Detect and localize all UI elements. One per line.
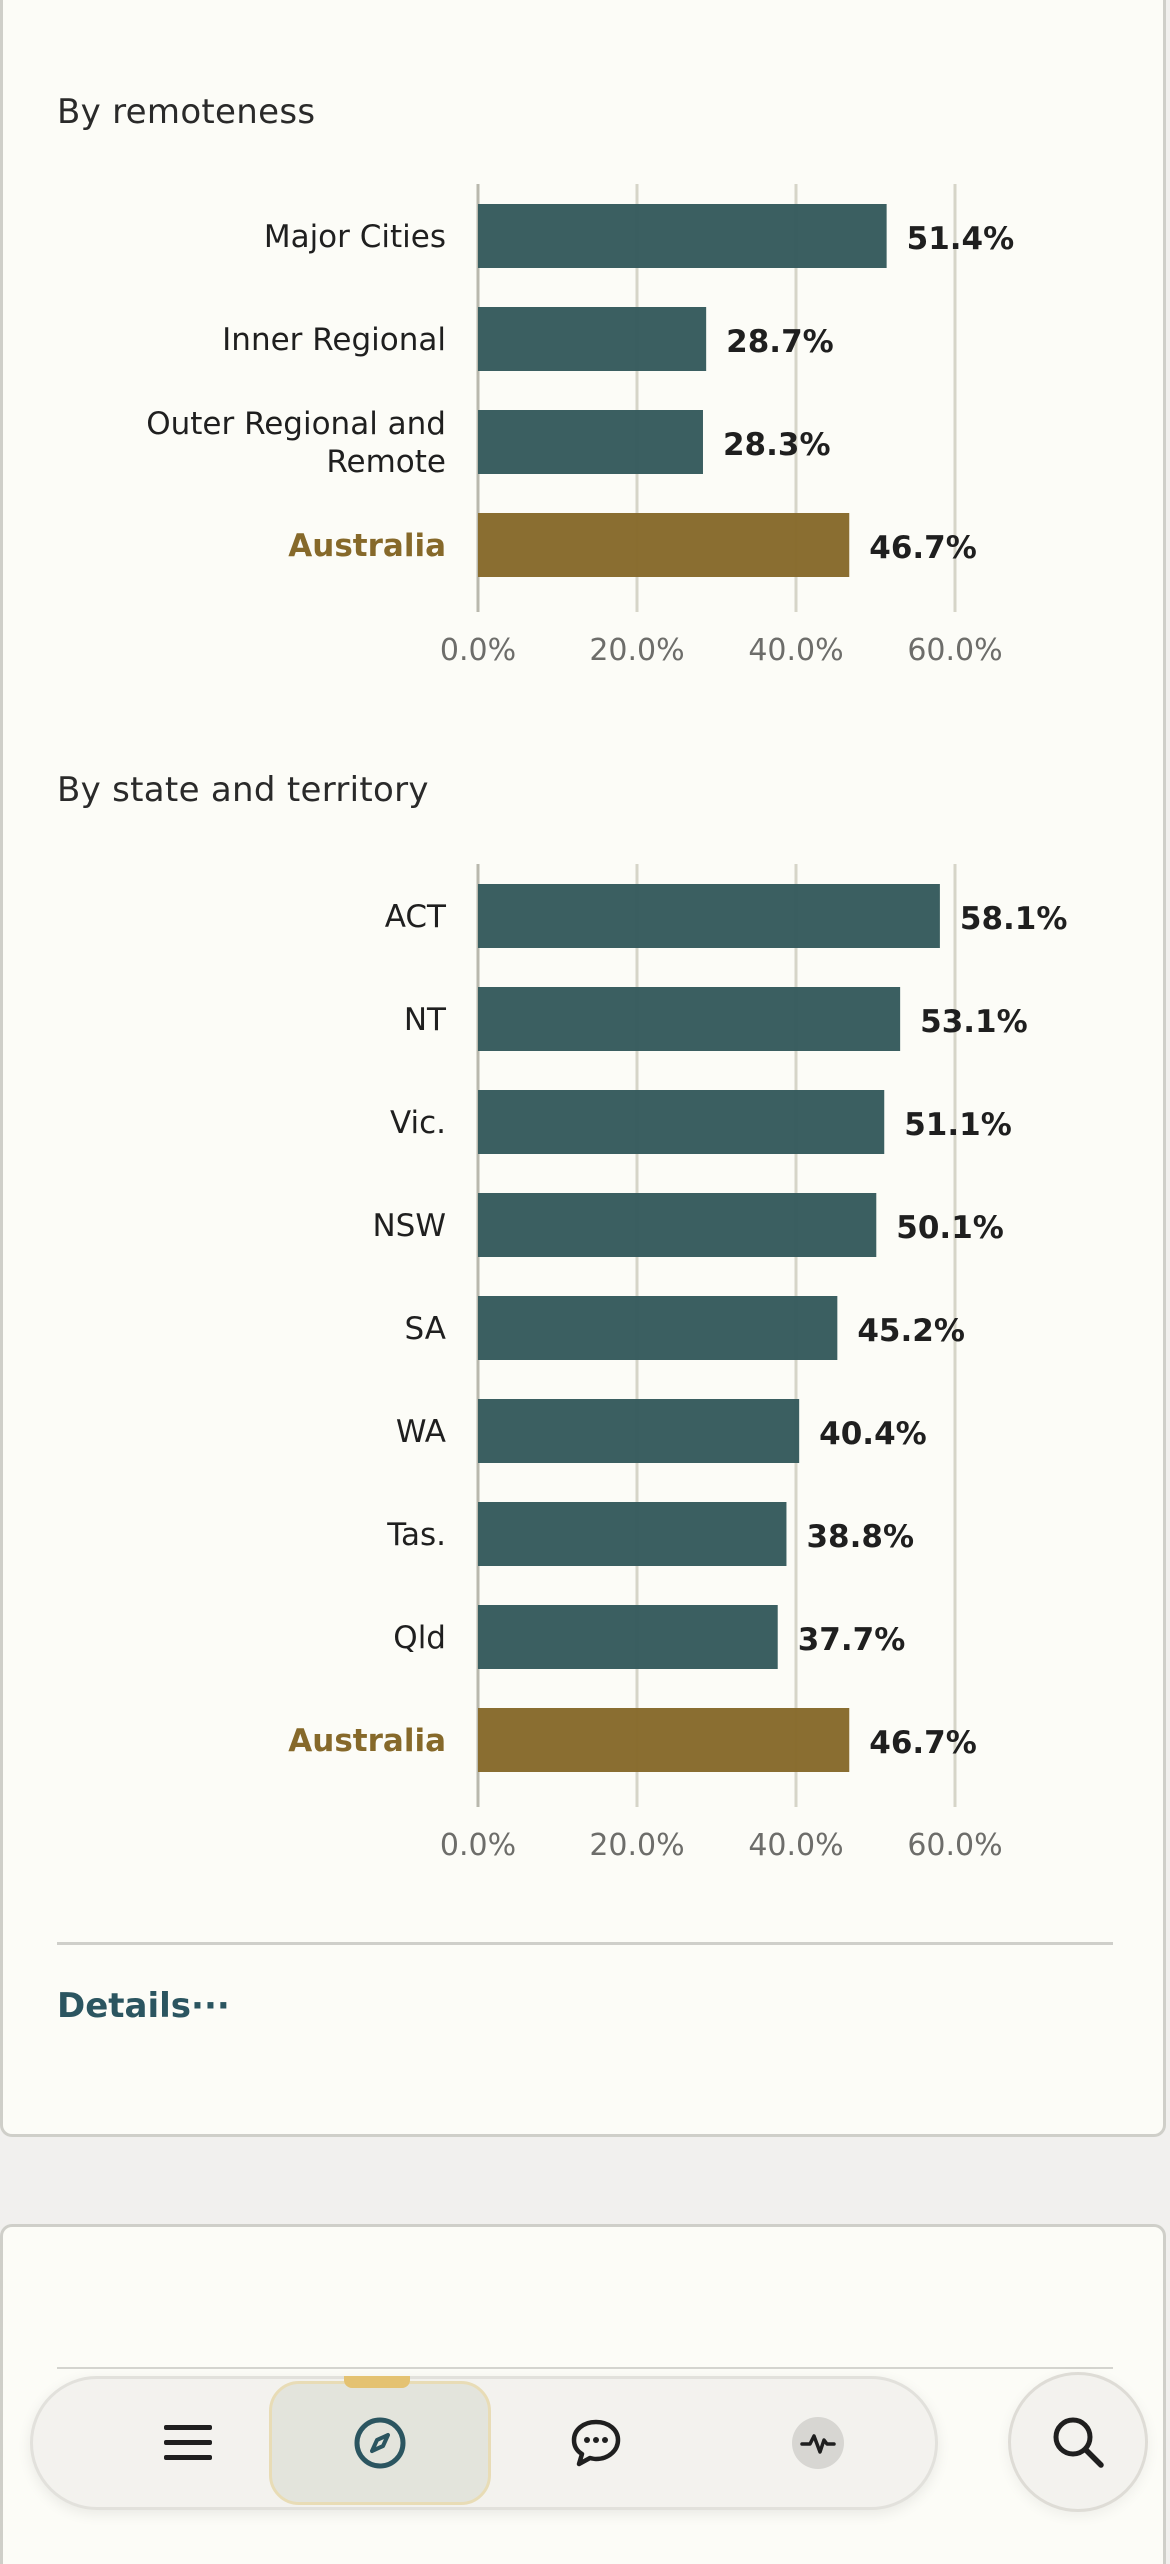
value-label: 28.7%	[726, 324, 834, 360]
active-tab-indicator	[344, 2376, 410, 2388]
compass-icon	[354, 2417, 406, 2469]
state-section-title: By state and territory	[57, 770, 429, 810]
x-tick-label: 40.0%	[748, 633, 843, 668]
x-tick-label: 60.0%	[907, 633, 1002, 668]
bar[interactable]	[478, 1605, 778, 1669]
category-label: Tas.	[386, 1517, 446, 1553]
category-label: Outer Regional and Remote	[146, 406, 446, 480]
remoteness-bar-chart: 0.0% 20.0% 40.0% 60.0% Major Cities 51.4% Inne…	[146, 184, 1015, 668]
state-bar-chart: 0.0% 20.0% 40.0% 60.0% ACT 58.1% NT 53.1% Vic. 51…	[288, 864, 1068, 1860]
bar[interactable]	[478, 1193, 877, 1257]
bar[interactable]	[478, 1399, 800, 1463]
bar[interactable]	[478, 410, 703, 474]
value-label: 37.7%	[798, 1622, 906, 1658]
value-label: 45.2%	[857, 1313, 965, 1349]
value-label: 40.4%	[819, 1416, 927, 1452]
category-label: Vic.	[390, 1105, 446, 1141]
remoteness-section-title: By remoteness	[57, 92, 316, 132]
bar[interactable]	[478, 204, 887, 268]
search-icon	[1053, 2417, 1104, 2468]
x-tick-label: 40.0%	[748, 1828, 843, 1860]
category-label: WA	[396, 1414, 446, 1450]
category-label: Australia	[288, 528, 446, 564]
value-label: 38.8%	[806, 1519, 914, 1555]
bar[interactable]	[478, 987, 901, 1051]
divider	[57, 1942, 1113, 1945]
nav-activity-button[interactable]	[713, 2379, 923, 2507]
category-label: Qld	[393, 1620, 446, 1656]
bar[interactable]	[478, 513, 850, 577]
menu-icon	[164, 2425, 212, 2460]
chat-icon	[571, 2419, 621, 2467]
bar[interactable]	[478, 307, 707, 371]
category-label: ACT	[385, 899, 447, 935]
value-label: 58.1%	[960, 901, 1068, 937]
nav-explore-button[interactable]	[269, 2381, 491, 2505]
value-label: 46.7%	[869, 1725, 977, 1761]
value-label: 53.1%	[920, 1004, 1028, 1040]
nav-chat-button[interactable]	[491, 2379, 701, 2507]
value-label: 46.7%	[869, 530, 977, 566]
category-label: NSW	[372, 1208, 446, 1244]
value-label: 51.1%	[904, 1107, 1012, 1143]
category-label: Australia	[288, 1723, 446, 1759]
bar[interactable]	[478, 1708, 850, 1772]
bar[interactable]	[478, 1502, 787, 1566]
category-label: NT	[404, 1002, 447, 1038]
divider	[57, 2367, 1113, 2369]
category-label: Major Cities	[264, 219, 446, 255]
bottom-nav-bar	[30, 2376, 938, 2510]
x-tick-label: 20.0%	[589, 1828, 684, 1860]
bar[interactable]	[478, 1296, 838, 1360]
nav-menu-button[interactable]	[83, 2379, 293, 2507]
category-label: Inner Regional	[222, 322, 446, 358]
search-button[interactable]	[1008, 2372, 1148, 2512]
details-link[interactable]: Details···	[57, 1986, 230, 2026]
x-tick-label: 60.0%	[907, 1828, 1002, 1860]
x-tick-label: 20.0%	[589, 633, 684, 668]
bar[interactable]	[478, 884, 940, 948]
value-label: 50.1%	[896, 1210, 1004, 1246]
bar[interactable]	[478, 1090, 885, 1154]
activity-icon	[792, 2417, 844, 2469]
value-label: 51.4%	[907, 221, 1015, 257]
x-tick-label: 0.0%	[440, 633, 516, 668]
category-label: SA	[405, 1311, 446, 1347]
x-tick-label: 0.0%	[440, 1828, 516, 1860]
value-label: 28.3%	[723, 427, 831, 463]
